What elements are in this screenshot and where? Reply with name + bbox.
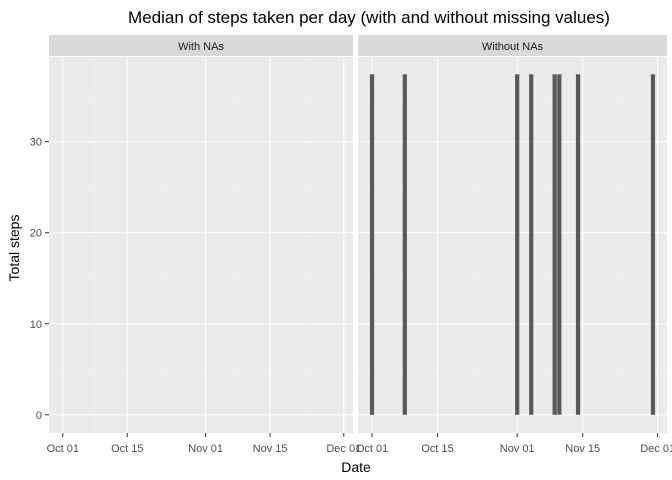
chart-title: Median of steps taken per day (with and … <box>128 8 610 27</box>
y-tick-label: 0 <box>36 410 42 422</box>
grid-lines <box>49 57 353 433</box>
x-tick-label: Nov 15 <box>253 443 288 455</box>
bar <box>650 74 656 415</box>
x-axis-label: Date <box>341 459 371 475</box>
x-tick-label: Nov 01 <box>500 443 535 455</box>
y-tick-label: 30 <box>30 137 42 149</box>
bar <box>369 74 375 415</box>
facet-strip-label: With NAs <box>178 41 224 53</box>
y-tick-label: 10 <box>30 319 42 331</box>
facet-panel-with-nas: With NAs <box>49 35 353 433</box>
bar <box>529 74 534 415</box>
y-tick-label: 20 <box>30 228 42 240</box>
facet-strip <box>49 35 353 56</box>
x-tick-label: Dec 01 <box>640 443 672 455</box>
x-tick-label: Nov 01 <box>188 443 223 455</box>
facet-strip-label: Without NAs <box>482 41 544 53</box>
y-axis-label: Total steps <box>6 215 22 282</box>
bar-series <box>369 74 656 415</box>
bar <box>557 74 562 415</box>
x-tick-label: Oct 01 <box>356 443 388 455</box>
bar <box>515 74 520 415</box>
panel-background <box>358 57 667 433</box>
x-tick-label: Oct 15 <box>111 443 143 455</box>
x-tick-label: Nov 15 <box>565 443 600 455</box>
panel-background <box>49 57 353 433</box>
x-tick-label: Oct 01 <box>47 443 79 455</box>
bar <box>575 74 581 415</box>
y-axis: 0 10 20 30 <box>30 137 49 422</box>
bar <box>402 74 407 415</box>
facet-strip <box>358 35 667 56</box>
bar <box>552 74 557 415</box>
x-tick-label: Dec 01 <box>326 443 361 455</box>
x-tick-label: Oct 15 <box>421 443 453 455</box>
facet-panel-without-nas: Without NAs <box>358 35 667 433</box>
